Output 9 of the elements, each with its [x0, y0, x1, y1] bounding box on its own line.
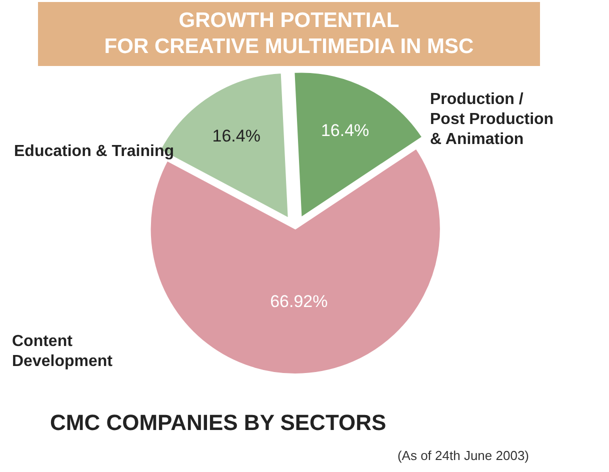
text: CMC COMPANIES BY SECTORS: [50, 410, 386, 436]
slice-label: Production / Post Production & Animation: [430, 90, 554, 150]
slice-label: Content Development: [12, 332, 112, 372]
chart-title: GROWTH POTENTIAL FOR CREATIVE MULTIMEDIA IN MSC: [38, 2, 540, 66]
data-label: 16.4%: [320, 121, 370, 140]
slice-label: Education & Training: [14, 142, 174, 162]
data-label: 66.92%: [270, 292, 328, 311]
data-label: 16.4%: [212, 126, 260, 146]
text: (As of 24th June 2003): [397, 448, 529, 463]
